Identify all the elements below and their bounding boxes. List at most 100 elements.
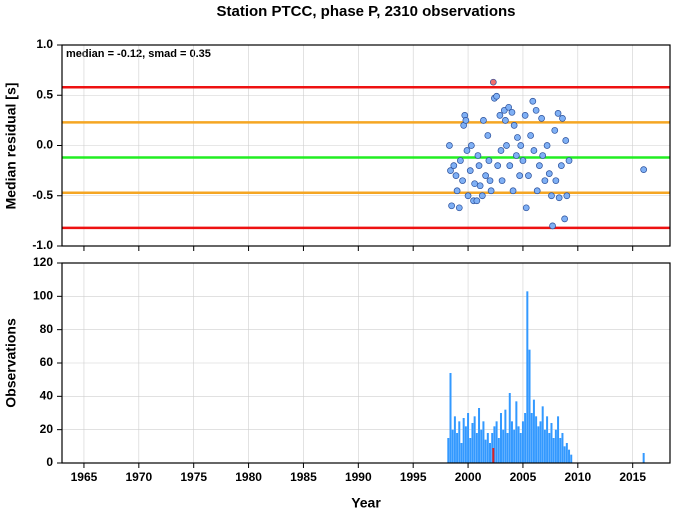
bar xyxy=(510,421,513,463)
point xyxy=(471,180,478,188)
point xyxy=(505,103,513,111)
point xyxy=(640,166,648,173)
point xyxy=(558,162,565,169)
bar xyxy=(513,429,516,463)
bar xyxy=(517,426,520,463)
bar xyxy=(565,443,568,463)
point xyxy=(508,108,516,116)
bar xyxy=(526,291,529,463)
bar xyxy=(504,409,507,463)
bar xyxy=(548,433,551,463)
bar xyxy=(492,448,495,463)
point xyxy=(538,115,545,122)
point xyxy=(539,152,547,159)
point xyxy=(473,197,481,205)
point xyxy=(530,147,538,154)
point xyxy=(532,106,540,114)
bar xyxy=(489,443,492,463)
x-tick-label: 2005 xyxy=(510,470,537,484)
y-tick-label: 1.0 xyxy=(36,37,53,51)
x-tick-label: 1985 xyxy=(290,470,317,484)
bar xyxy=(563,446,566,463)
bar xyxy=(546,416,549,463)
bar xyxy=(528,349,531,463)
x-tick-label: 1965 xyxy=(71,470,98,484)
point xyxy=(463,147,471,154)
bar xyxy=(532,399,535,463)
point xyxy=(549,222,556,230)
bar xyxy=(467,413,470,463)
point xyxy=(545,170,553,177)
point xyxy=(514,134,521,141)
point xyxy=(487,187,495,195)
point xyxy=(563,192,571,200)
bar xyxy=(482,421,485,463)
bar xyxy=(458,421,461,463)
bar xyxy=(493,426,496,463)
bar xyxy=(462,418,465,463)
bar xyxy=(449,373,452,463)
point xyxy=(466,167,474,174)
y-tick-label: 40 xyxy=(40,389,54,403)
plot-frame xyxy=(61,44,671,247)
bar xyxy=(521,421,524,463)
point xyxy=(496,111,504,119)
bar xyxy=(559,438,562,463)
point xyxy=(448,202,455,210)
bar xyxy=(537,426,540,463)
point xyxy=(468,142,475,149)
y-axis-label: Observations xyxy=(3,318,19,408)
bar xyxy=(568,449,571,463)
bar xyxy=(530,413,533,463)
bar xyxy=(451,429,454,463)
bar xyxy=(471,423,474,463)
point xyxy=(457,157,464,164)
point xyxy=(529,97,537,105)
point xyxy=(525,172,532,179)
bar xyxy=(506,433,509,463)
point xyxy=(533,187,541,195)
point xyxy=(485,157,493,164)
point xyxy=(548,192,555,200)
point xyxy=(506,162,514,169)
bar xyxy=(561,433,564,463)
bar xyxy=(552,438,555,463)
point xyxy=(509,187,517,195)
point xyxy=(551,127,559,134)
bar xyxy=(515,401,518,463)
bar xyxy=(570,454,573,463)
point xyxy=(486,177,494,185)
point xyxy=(480,117,487,124)
point xyxy=(502,117,509,124)
point xyxy=(498,177,506,185)
point xyxy=(474,152,482,159)
point xyxy=(503,142,510,149)
y-tick-label: 120 xyxy=(33,255,53,269)
point xyxy=(450,162,458,169)
annotation: median = -0.12, smad = 0.35 xyxy=(66,48,211,60)
bar xyxy=(447,438,450,463)
point xyxy=(541,177,549,185)
x-tick-label: 2010 xyxy=(564,470,591,484)
bar xyxy=(535,416,538,463)
bar xyxy=(491,433,494,463)
point xyxy=(493,92,500,100)
point xyxy=(484,132,492,139)
x-tick-label: 1970 xyxy=(125,470,152,484)
point xyxy=(452,172,460,179)
x-axis-label: Year xyxy=(351,495,381,511)
bar xyxy=(497,438,500,463)
point xyxy=(446,142,453,149)
point xyxy=(559,115,566,122)
point xyxy=(561,215,568,223)
point xyxy=(516,172,523,179)
bar xyxy=(524,413,527,463)
point xyxy=(494,162,502,169)
point xyxy=(447,167,454,174)
point xyxy=(517,142,525,149)
bar xyxy=(486,433,489,463)
point xyxy=(482,172,489,179)
bar xyxy=(473,416,476,463)
point xyxy=(453,187,461,195)
